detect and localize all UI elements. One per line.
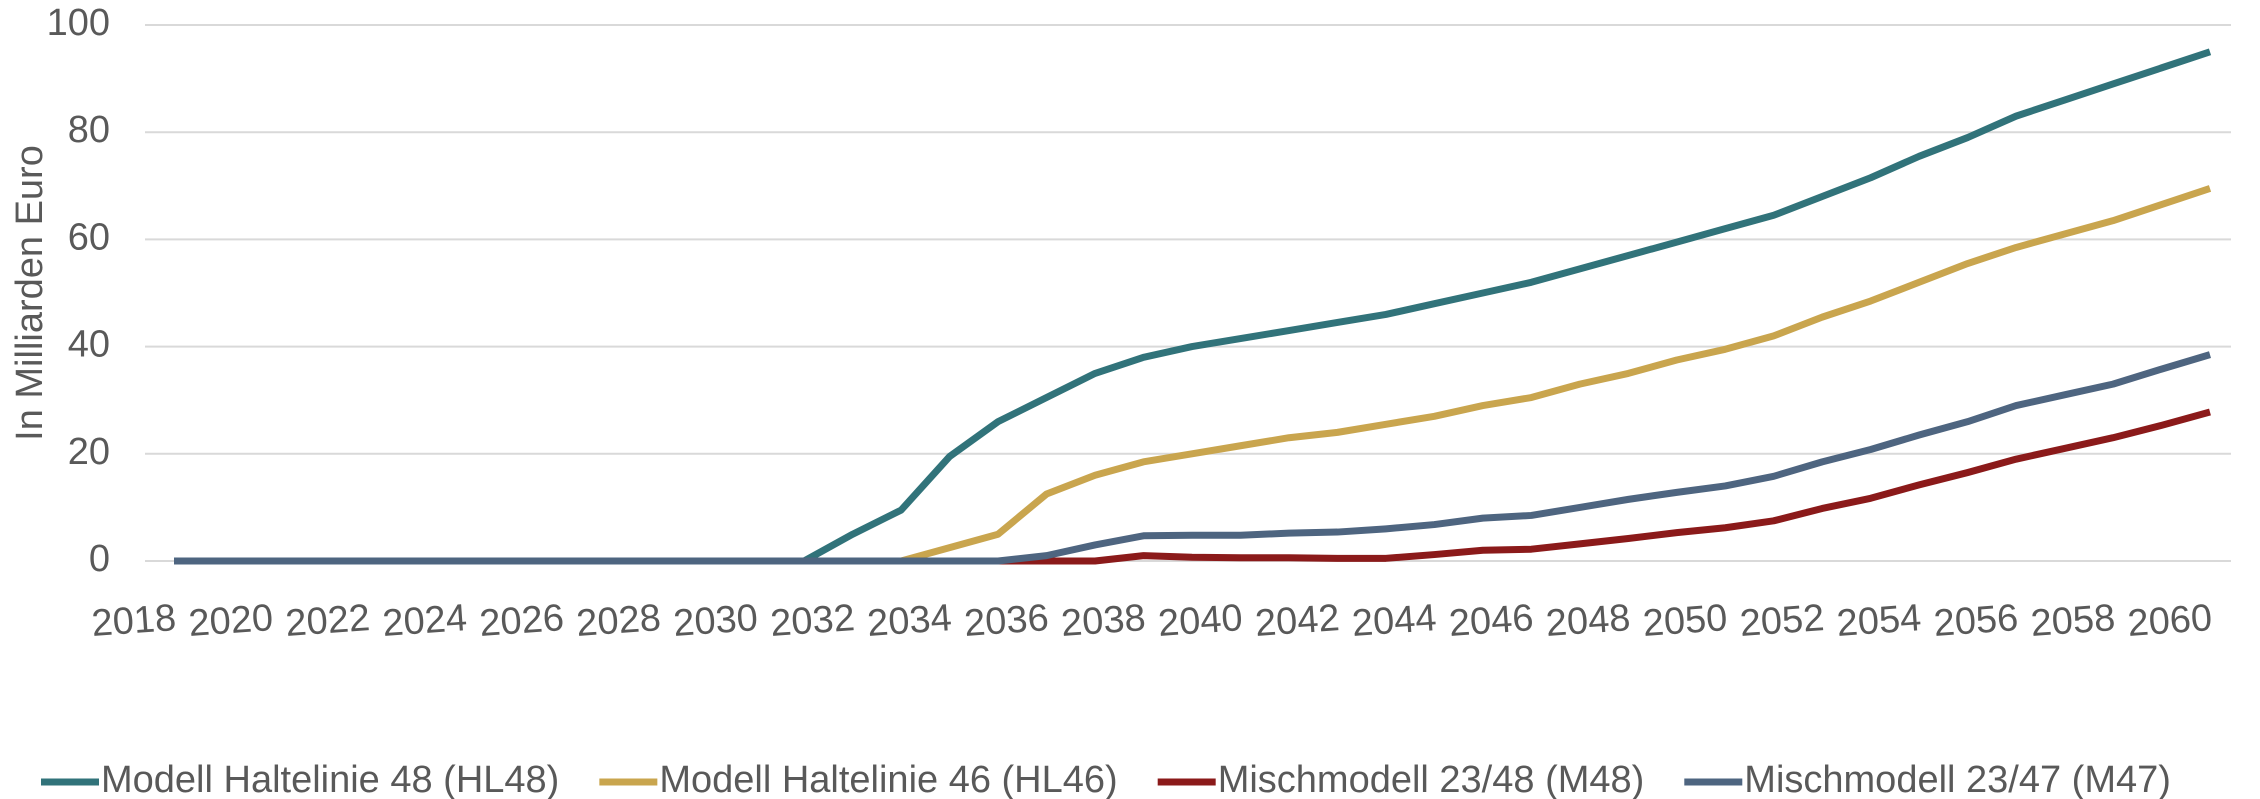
- x-tick-label: 2054: [1835, 597, 1922, 645]
- x-tick-label: 2034: [866, 597, 953, 645]
- legend-label: Modell Haltelinie 48 (HL48): [101, 759, 559, 799]
- x-tick-label: 2044: [1351, 597, 1438, 645]
- y-tick-label: 0: [89, 538, 110, 580]
- x-tick-label: 2038: [1060, 597, 1147, 645]
- y-tick-label: 60: [68, 216, 110, 258]
- legend-label: Mischmodell 23/47 (M47): [1744, 759, 2171, 799]
- x-tick-label: 2018: [90, 597, 177, 645]
- x-tick-label: 2050: [1641, 597, 1728, 645]
- series-line: [174, 185, 2212, 565]
- x-tick-label: 2048: [1545, 597, 1632, 645]
- x-tick-label: 2058: [2029, 597, 2116, 645]
- x-tick-label: 2060: [2126, 597, 2213, 645]
- x-tick-label: 2024: [381, 597, 468, 645]
- x-tick-label: 2026: [478, 597, 565, 645]
- x-tick-label: 2030: [672, 597, 759, 645]
- y-tick-label: 80: [68, 109, 110, 151]
- x-tick-label: 2032: [769, 597, 856, 645]
- legend-label: Mischmodell 23/48 (M48): [1218, 759, 1645, 799]
- x-tick-label: 2028: [575, 597, 662, 645]
- y-axis-title: In Milliarden Euro: [9, 145, 51, 441]
- x-tick-label: 2022: [284, 597, 371, 645]
- legend-label: Modell Haltelinie 46 (HL46): [659, 759, 1117, 799]
- y-tick-label: 20: [68, 431, 110, 473]
- x-tick-label: 2052: [1738, 597, 1825, 645]
- x-tick-label: 2020: [187, 597, 274, 645]
- y-tick-label: 100: [47, 2, 110, 44]
- y-tick-label: 40: [68, 324, 110, 366]
- x-tick-label: 2046: [1448, 597, 1535, 645]
- x-tick-label: 2040: [1157, 597, 1244, 645]
- x-tick-label: 2042: [1254, 597, 1341, 645]
- x-tick-label: 2056: [1932, 597, 2019, 645]
- x-tick-label: 2036: [963, 597, 1050, 645]
- series-line: [174, 351, 2212, 565]
- series-line: [174, 48, 2212, 565]
